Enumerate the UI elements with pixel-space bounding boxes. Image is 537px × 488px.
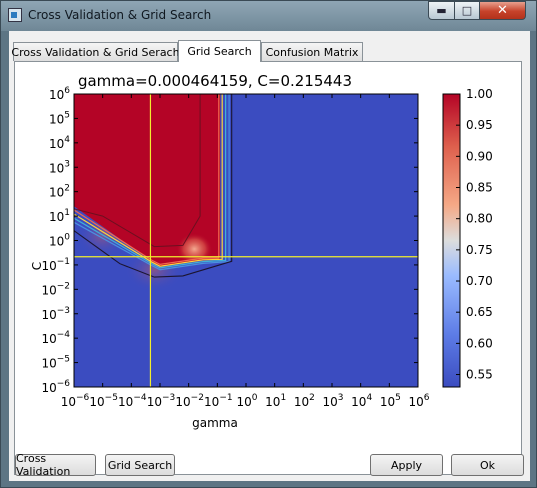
- dialog-client: Cross Validation & Grid Serach Grid Sear…: [9, 31, 530, 481]
- colorbar: 1.00 0.95 0.90 0.85 0.80 0.75 0.70 0.65 0.60 0.55: [442, 87, 493, 388]
- colorbar-tick-label: 0.70: [466, 274, 493, 288]
- y-tick-label: 10−5: [41, 355, 70, 371]
- colorbar-tick-label: 0.55: [466, 368, 493, 382]
- colorbar-tick-label: 0.65: [466, 305, 493, 319]
- x-tick-label: 102: [294, 393, 315, 409]
- y-axis-ticks: 10−6 10−5 10−4 10−3 10−2 10−1 100 101 102 103 104 1…: [41, 86, 418, 395]
- chart-title: gamma=0.000464159, C=0.215443: [78, 72, 352, 90]
- ok-button[interactable]: Ok: [451, 454, 524, 476]
- x-tick-label: 104: [351, 393, 372, 409]
- tab-cross-validation-grid-search[interactable]: Cross Validation & Grid Serach: [11, 42, 180, 61]
- contour-inner: [73, 94, 201, 248]
- colorbar-tick-label: 0.60: [466, 336, 493, 350]
- y-tick-label: 102: [49, 184, 70, 200]
- close-button[interactable]: ✕: [479, 1, 526, 20]
- contour-line-4: [73, 94, 230, 271]
- close-icon: ✕: [497, 3, 508, 18]
- contour-line-3: [73, 94, 227, 269]
- y-tick-label: 105: [49, 110, 70, 126]
- x-tick-label: 10−2: [175, 393, 204, 409]
- contour-line-2: [73, 94, 223, 267]
- grid-search-pane: gamma=0.000464159, C=0.215443 10−6 10−5 10…: [14, 61, 522, 475]
- heatmap-high-region: [74, 94, 221, 267]
- x-tick-label: 103: [322, 393, 343, 409]
- cross-validation-button[interactable]: Cross Validation: [15, 452, 96, 478]
- x-tick-label: 105: [380, 393, 401, 409]
- y-tick-label: 103: [49, 159, 70, 175]
- x-tick-label: 10−6: [61, 393, 90, 409]
- y-tick-label: 10−1: [41, 257, 70, 273]
- title-bar[interactable]: Cross Validation & Grid Search ▬ □ ✕: [1, 1, 536, 31]
- app-icon: [8, 8, 22, 22]
- colorbar-tick-label: 0.95: [466, 118, 493, 132]
- tab-confusion-matrix[interactable]: Confusion Matrix: [261, 42, 363, 61]
- colorbar-tick-label: 0.90: [466, 149, 493, 163]
- x-tick-label: 10−3: [147, 393, 176, 409]
- y-axis-label: C: [30, 262, 44, 270]
- heatmap-plot: [73, 93, 419, 388]
- colorbar-tick-label: 0.80: [466, 212, 493, 226]
- y-tick-label: 101: [49, 208, 70, 224]
- window-title: Cross Validation & Grid Search: [28, 8, 212, 22]
- y-tick-label: 10−2: [41, 281, 70, 297]
- x-tick-label: 100: [236, 393, 257, 409]
- grid-search-heatmap: gamma=0.000464159, C=0.215443 10−6 10−5 10…: [30, 72, 493, 430]
- apply-button[interactable]: Apply: [370, 454, 443, 476]
- grid-search-button[interactable]: Grid Search: [105, 454, 175, 476]
- colorbar-tick-label: 1.00: [466, 87, 493, 101]
- maximize-icon: □: [461, 4, 473, 17]
- x-tick-label: 10−5: [89, 393, 118, 409]
- minimize-button[interactable]: ▬: [428, 1, 455, 20]
- x-tick-label: 10−1: [204, 393, 233, 409]
- y-tick-label: 106: [49, 86, 70, 102]
- y-tick-label: 10−6: [41, 379, 70, 395]
- x-tick-label: 101: [265, 393, 286, 409]
- y-tick-label: 10−3: [41, 306, 70, 322]
- y-tick-label: 100: [49, 233, 70, 249]
- x-axis-label: gamma: [192, 416, 238, 430]
- tab-grid-search[interactable]: Grid Search: [178, 40, 261, 62]
- colorbar-tick-label: 0.75: [466, 243, 493, 257]
- y-tick-label: 10−4: [41, 330, 70, 346]
- contour-line-1: [73, 94, 220, 266]
- maximize-button[interactable]: □: [454, 1, 480, 20]
- minimize-icon: ▬: [436, 4, 447, 17]
- y-tick-label: 104: [49, 135, 70, 151]
- contour-outer: [73, 94, 233, 278]
- x-axis-ticks: 10−6 10−5 10−4 10−3 10−2 10−1 100 101 102 103 104 1…: [61, 94, 430, 409]
- x-tick-label: 10−4: [118, 393, 147, 409]
- colorbar-tick-label: 0.85: [466, 181, 493, 195]
- x-tick-label: 106: [408, 393, 429, 409]
- colorbar-gradient: [442, 93, 461, 388]
